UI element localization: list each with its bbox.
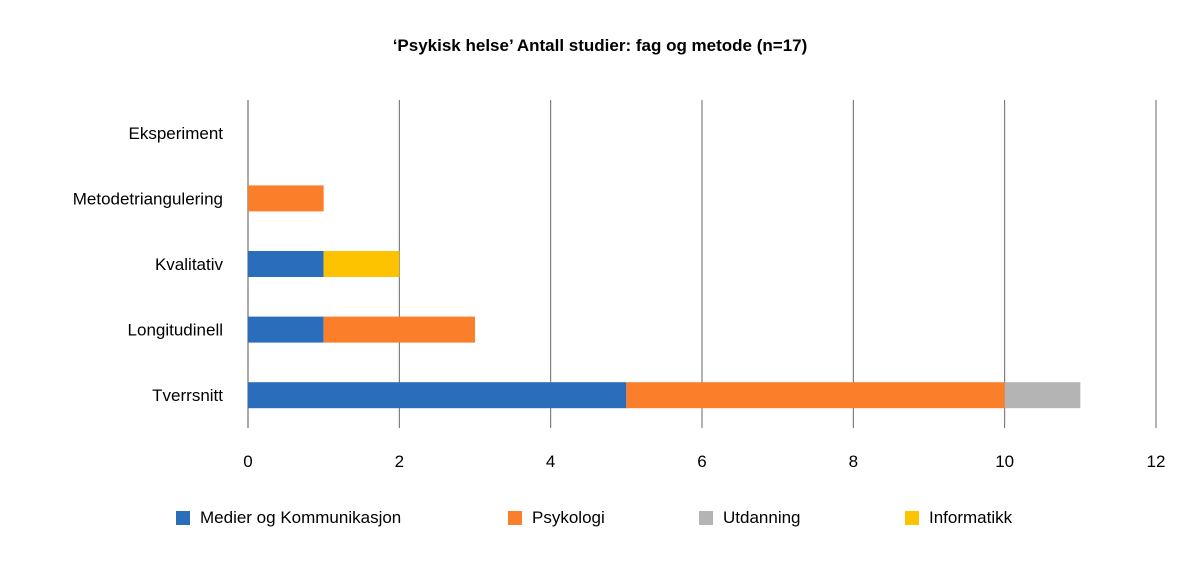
bar-segment xyxy=(248,316,324,343)
legend-label: Psykologi xyxy=(532,508,605,527)
category-label: Tverrsnitt xyxy=(152,386,223,405)
bar-segment xyxy=(323,316,475,343)
category-label: Longitudinell xyxy=(128,321,223,340)
x-tick-label: 2 xyxy=(395,452,404,471)
x-tick-label: 8 xyxy=(849,452,858,471)
bar-segment xyxy=(248,251,324,277)
legend: Medier og Kommunikasjon Psykologi Utdannin… xyxy=(0,508,1200,534)
bar-segment xyxy=(248,185,324,212)
x-tick-label: 4 xyxy=(546,452,555,471)
bar-segment xyxy=(248,382,627,409)
x-tick-label: 0 xyxy=(243,452,252,471)
chart-plot: 0 2 4 6 8 10 12 Tverrsnitt Longitudinell Kvalitat… xyxy=(73,100,1166,471)
category-label: Eksperiment xyxy=(129,124,224,143)
legend-item: Psykologi xyxy=(508,508,605,528)
bar-segment xyxy=(323,251,400,277)
legend-label: Utdanning xyxy=(723,508,801,527)
legend-swatch xyxy=(176,511,190,525)
category-label: Metodetriangulering xyxy=(73,189,223,208)
legend-swatch xyxy=(699,511,713,525)
legend-item: Medier og Kommunikasjon xyxy=(176,508,401,528)
legend-swatch xyxy=(905,511,919,525)
legend-label: Medier og Kommunikasjon xyxy=(200,508,402,527)
legend-label: Informatikk xyxy=(929,508,1013,527)
legend-swatch xyxy=(508,511,522,525)
category-label: Kvalitativ xyxy=(155,255,224,274)
legend-item: Utdanning xyxy=(699,508,801,528)
legend-item: Informatikk xyxy=(905,508,1012,528)
x-tick-label: 12 xyxy=(1147,452,1166,471)
x-tick-label: 10 xyxy=(995,452,1014,471)
x-tick-label: 6 xyxy=(697,452,706,471)
bar-segment xyxy=(626,382,1005,409)
bar-segment xyxy=(1004,382,1081,409)
chart-title: ‘Psykisk helse’ Antall studier: fag og m… xyxy=(392,36,808,55)
